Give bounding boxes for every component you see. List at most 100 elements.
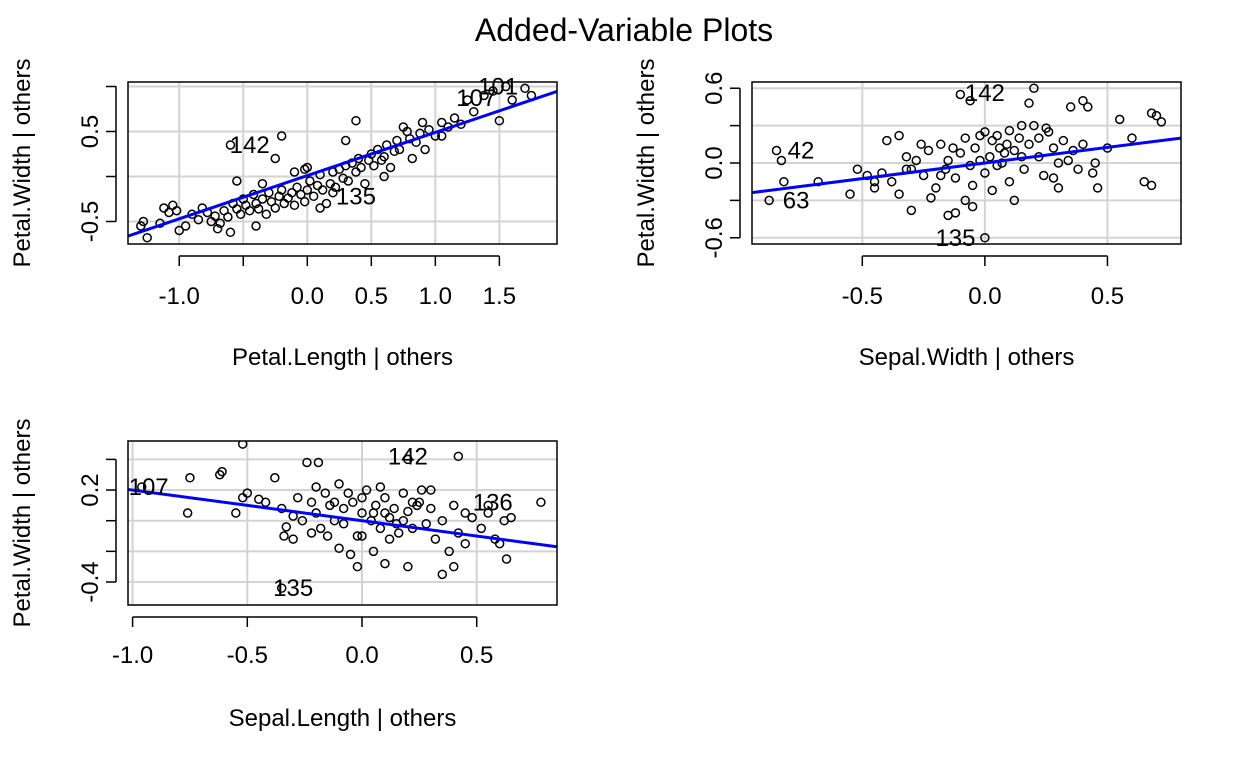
point-label: 136: [473, 489, 513, 516]
point-label: 142: [388, 443, 428, 470]
data-point: [426, 503, 436, 514]
data-point: [960, 195, 971, 206]
data-point: [393, 528, 404, 538]
data-point: [426, 485, 436, 495]
data-point: [444, 546, 454, 557]
data-point: [182, 508, 193, 518]
data-point: [1038, 170, 1049, 181]
data-point: [356, 162, 366, 173]
x-tick-label: 0.0: [345, 642, 378, 669]
data-point: [501, 554, 512, 564]
data-point: [1090, 158, 1100, 168]
x-tick-label: -0.5: [227, 642, 268, 669]
data-point: [287, 187, 297, 198]
data-point: [380, 558, 390, 569]
plot-frame: [127, 440, 558, 606]
data-point: [232, 176, 242, 186]
data-point: [950, 173, 961, 183]
data-point: [313, 457, 324, 468]
data-point: [302, 162, 313, 173]
data-point: [779, 176, 789, 187]
data-point: [852, 164, 863, 174]
data-point: [488, 86, 498, 96]
data-point: [1139, 176, 1149, 187]
panel-2: 142 42 63 135 -0.5 0.0 0.5 -0.6 0.0 0.6 Sepal.Widt…: [633, 59, 1182, 371]
data-point: [351, 115, 361, 126]
data-point: [1053, 158, 1064, 168]
data-point: [1034, 133, 1044, 143]
data-point: [869, 183, 880, 193]
data-point: [361, 485, 372, 495]
data-point: [384, 534, 395, 544]
data-point: [315, 523, 326, 534]
data-point: [430, 534, 441, 544]
data-point: [270, 473, 280, 483]
x-axis-title: Sepal.Width | others: [859, 344, 1075, 371]
data-point: [215, 218, 225, 229]
data-point: [352, 531, 363, 541]
data-point: [251, 198, 261, 209]
data-point: [338, 173, 348, 184]
x-tick-label: -0.5: [842, 283, 883, 310]
x-axis-title: Sepal.Length | others: [229, 705, 457, 732]
data-point: [906, 205, 917, 216]
y-axis-title: Petal.Width | others: [9, 59, 36, 268]
y-tick-label: -0.6: [701, 217, 728, 258]
data-point: [171, 205, 182, 216]
point-label: 135: [273, 575, 313, 602]
data-point: [136, 221, 146, 231]
data-point: [460, 508, 470, 518]
data-point: [453, 451, 464, 462]
point-label: 142: [965, 80, 1005, 107]
data-point: [174, 225, 184, 236]
data-point: [253, 204, 264, 214]
data-point: [142, 232, 152, 243]
data-point: [398, 488, 409, 498]
data-point: [299, 196, 310, 207]
data-point: [1151, 110, 1162, 121]
data-point: [948, 143, 958, 153]
data-point: [436, 131, 447, 141]
data-point: [270, 203, 281, 213]
data-point: [417, 117, 428, 128]
data-point: [403, 454, 413, 465]
data-point: [1127, 133, 1137, 143]
x-tick-label: 0.0: [291, 283, 324, 310]
data-point: [375, 482, 386, 492]
fit-line: [128, 487, 557, 549]
point-label: 142: [230, 132, 270, 159]
data-point: [936, 170, 946, 181]
data-point: [223, 212, 233, 222]
data-point: [886, 176, 897, 187]
point-label: 135: [336, 183, 376, 210]
data-point: [279, 531, 289, 541]
data-point: [180, 221, 191, 231]
data-point: [943, 155, 953, 166]
data-point: [302, 185, 313, 195]
data-point: [281, 522, 292, 532]
data-point: [1004, 125, 1015, 136]
data-point: [987, 185, 997, 196]
data-point: [343, 176, 354, 186]
data-point: [985, 152, 995, 162]
data-point: [276, 583, 287, 593]
data-point: [261, 209, 272, 220]
data-point: [980, 127, 990, 137]
x-tick-label: -1.0: [159, 283, 200, 310]
data-point: [237, 441, 248, 449]
x-axis-title: Petal.Length | others: [232, 344, 453, 371]
data-point: [276, 131, 287, 141]
data-point: [1073, 164, 1083, 174]
data-point: [360, 178, 370, 189]
data-point: [776, 155, 787, 166]
x-tick-label: 0.0: [968, 283, 1001, 310]
data-point: [506, 512, 516, 523]
data-point: [321, 198, 332, 209]
data-point: [479, 90, 489, 101]
point-label: 135: [935, 225, 975, 252]
data-point: [1041, 123, 1051, 133]
data-point: [1009, 145, 1020, 156]
data-point: [970, 143, 980, 153]
